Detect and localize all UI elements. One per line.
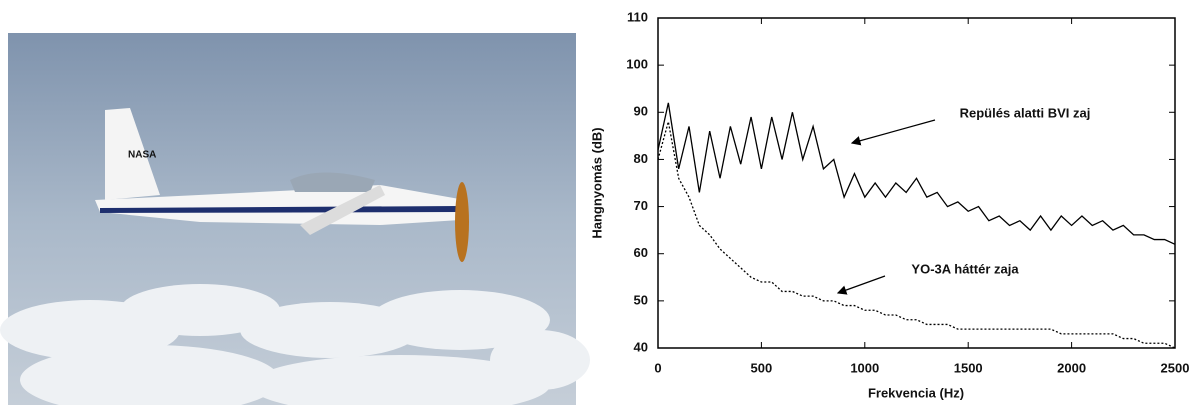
y-tick-label: 70 bbox=[634, 198, 648, 213]
x-tick-label: 2500 bbox=[1161, 360, 1190, 375]
y-tick-label: 90 bbox=[634, 104, 648, 119]
annotation-arrow bbox=[850, 119, 936, 146]
x-tick-label: 500 bbox=[751, 360, 773, 375]
y-axis-label: Hangnyomás (dB) bbox=[589, 127, 604, 238]
x-tick-label: 1000 bbox=[850, 360, 879, 375]
plot-frame bbox=[657, 17, 1176, 349]
series-line bbox=[657, 102, 1176, 245]
x-axis-label: Frekvencia (Hz) bbox=[868, 385, 964, 400]
series-line bbox=[657, 121, 1176, 349]
y-tick-label: 40 bbox=[634, 339, 648, 354]
x-tick-label: 2000 bbox=[1057, 360, 1086, 375]
svg-text:NASA: NASA bbox=[128, 150, 156, 161]
y-tick-label: 80 bbox=[634, 151, 648, 166]
annotation: YO-3A háttér zaja bbox=[911, 261, 1019, 276]
x-tick-label: 0 bbox=[654, 360, 661, 375]
x-tick-label: 1500 bbox=[954, 360, 983, 375]
y-tick-label: 50 bbox=[634, 292, 648, 307]
y-tick-label: 60 bbox=[634, 245, 648, 260]
annotation-arrow bbox=[836, 275, 886, 295]
y-tick-label: 110 bbox=[627, 9, 648, 24]
aircraft-photo: NASA bbox=[0, 33, 590, 410]
y-tick-label: 100 bbox=[626, 57, 648, 72]
annotation: Repülés alatti BVI zaj bbox=[960, 105, 1091, 120]
